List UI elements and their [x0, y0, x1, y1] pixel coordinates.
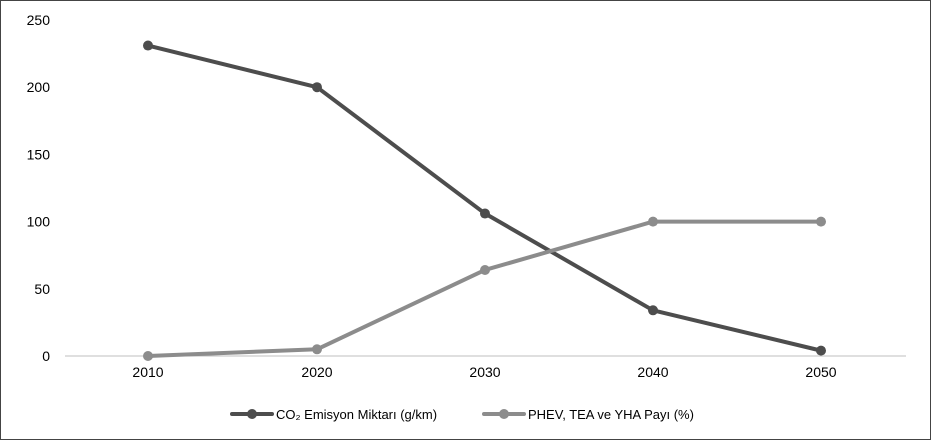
y-tick-label: 100 — [27, 214, 51, 230]
x-tick-label: 2040 — [637, 364, 668, 380]
series-layer — [143, 40, 826, 361]
legend: CO₂ Emisyon Miktarı (g/km) PHEV, TEA ve Y… — [230, 407, 694, 422]
series-1-point — [648, 305, 658, 316]
series-1-point — [480, 208, 490, 219]
x-tick-label: 2050 — [805, 364, 836, 380]
y-tick-label: 50 — [34, 281, 50, 297]
y-axis-ticks: 0 50 100 150 200 250 — [27, 12, 51, 364]
y-tick-label: 250 — [27, 12, 51, 28]
series-1-point — [312, 82, 322, 93]
x-tick-label: 2030 — [469, 364, 500, 380]
legend-label-1: CO₂ Emisyon Miktarı (g/km) — [276, 407, 437, 422]
series-2-point — [480, 264, 490, 275]
legend-marker-1 — [247, 409, 257, 419]
x-tick-label: 2010 — [132, 364, 163, 380]
series-1-point — [816, 345, 826, 356]
x-tick-label: 2020 — [301, 364, 332, 380]
legend-label-2: PHEV, TEA ve YHA Payı (%) — [528, 407, 694, 422]
series-line-2 — [146, 219, 823, 358]
legend-marker-2 — [499, 409, 509, 419]
y-tick-label: 200 — [27, 79, 51, 95]
y-tick-label: 0 — [42, 348, 50, 364]
series-line-1 — [146, 43, 823, 353]
y-tick-label: 150 — [27, 146, 51, 162]
series-2-point — [648, 216, 658, 227]
x-axis-ticks: 2010 2020 2030 2040 2050 — [132, 364, 836, 380]
series-2-point — [816, 216, 826, 227]
series-1-point — [143, 40, 153, 51]
series-2-point — [143, 351, 153, 361]
series-2-point — [312, 344, 322, 355]
